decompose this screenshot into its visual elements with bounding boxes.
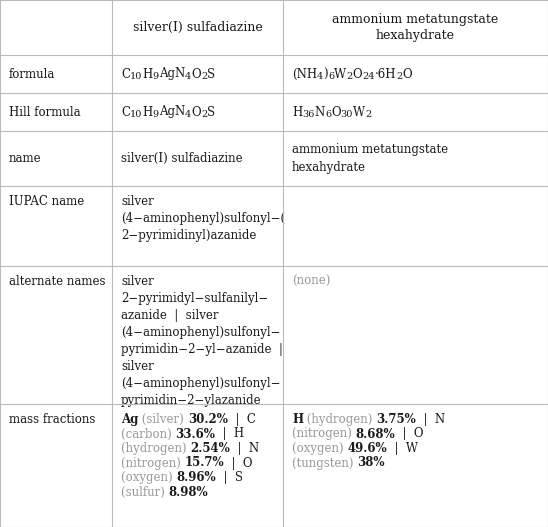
Text: W: W [353,105,365,119]
Text: 2.54%: 2.54% [190,442,230,455]
Text: 33.6%: 33.6% [175,427,215,441]
Text: (oxygen): (oxygen) [121,471,176,484]
Text: 30: 30 [341,110,353,119]
Text: AgN: AgN [159,67,185,81]
Text: 8.96%: 8.96% [176,471,216,484]
Text: silver(I) sulfadiazine: silver(I) sulfadiazine [133,21,262,34]
Text: |  C: | C [228,413,255,426]
Text: H: H [142,105,153,119]
Text: S: S [207,67,215,81]
Text: O: O [402,67,412,81]
Text: 38%: 38% [357,456,385,470]
Text: 15.7%: 15.7% [185,456,224,470]
Text: (carbon): (carbon) [121,427,175,441]
Text: (none): (none) [292,275,330,288]
Text: N: N [315,105,325,119]
Text: 8.98%: 8.98% [169,485,208,499]
Text: 6: 6 [325,110,331,119]
Text: H: H [292,105,302,119]
Text: mass fractions: mass fractions [9,413,95,426]
Text: (NH: (NH [292,67,317,81]
Text: 2: 2 [201,72,207,81]
Text: C: C [121,67,130,81]
Text: ): ) [323,67,328,81]
Text: 9: 9 [153,110,159,119]
Text: 2: 2 [201,110,207,119]
Text: IUPAC name: IUPAC name [9,195,84,208]
Text: silver(I) sulfadiazine: silver(I) sulfadiazine [121,152,243,165]
Text: 4: 4 [317,72,323,81]
Text: AgN: AgN [159,105,185,119]
Text: O: O [331,105,341,119]
Text: ammonium metatungstate
hexahydrate: ammonium metatungstate hexahydrate [333,14,499,42]
Text: 36: 36 [302,110,315,119]
Text: 4: 4 [185,72,191,81]
Text: 6: 6 [328,72,334,81]
Text: C: C [121,105,130,119]
Text: (sulfur): (sulfur) [121,485,169,499]
Text: 24: 24 [362,72,375,81]
Text: (nitrogen): (nitrogen) [292,427,356,441]
Text: 2: 2 [365,110,372,119]
Text: O: O [191,67,201,81]
Text: |  S: | S [216,471,243,484]
Text: |  N: | N [416,413,445,426]
Text: 8.68%: 8.68% [356,427,395,441]
Text: silver
(4−aminophenyl)sulfonyl−(
2−pyrimidinyl)azanide: silver (4−aminophenyl)sulfonyl−( 2−pyrim… [121,195,285,242]
Text: H: H [292,413,303,426]
Text: formula: formula [9,67,55,81]
Text: ammonium metatungstate
hexahydrate: ammonium metatungstate hexahydrate [292,143,448,173]
Text: name: name [9,152,42,165]
Text: (hydrogen): (hydrogen) [121,442,190,455]
Text: |  O: | O [224,456,253,470]
Text: Ag: Ag [121,413,139,426]
Text: S: S [207,105,215,119]
Text: 3.75%: 3.75% [376,413,416,426]
Text: (tungsten): (tungsten) [292,456,357,470]
Text: |  H: | H [215,427,244,441]
Text: (nitrogen): (nitrogen) [121,456,185,470]
Text: 10: 10 [130,110,142,119]
Text: O: O [191,105,201,119]
Text: 2: 2 [346,72,352,81]
Text: Hill formula: Hill formula [9,105,81,119]
Text: 10: 10 [130,72,142,81]
Text: 2: 2 [396,72,402,81]
Text: 4: 4 [185,110,191,119]
Text: W: W [334,67,346,81]
Text: (hydrogen): (hydrogen) [303,413,376,426]
Text: |  N: | N [230,442,259,455]
Text: 49.6%: 49.6% [347,442,387,455]
Text: H: H [142,67,153,81]
Text: (silver): (silver) [139,413,188,426]
Text: 9: 9 [153,72,159,81]
Text: (oxygen): (oxygen) [292,442,347,455]
Text: 30.2%: 30.2% [188,413,228,426]
Text: |  O: | O [395,427,424,441]
Text: O: O [352,67,362,81]
Text: alternate names: alternate names [9,275,106,288]
Text: ·6H: ·6H [375,67,396,81]
Text: silver
2−pyrimidyl−sulfanilyl−
azanide  |  silver
(4−aminophenyl)sulfonyl−
pyrim: silver 2−pyrimidyl−sulfanilyl− azanide |… [121,275,283,407]
Text: |  W: | W [387,442,418,455]
